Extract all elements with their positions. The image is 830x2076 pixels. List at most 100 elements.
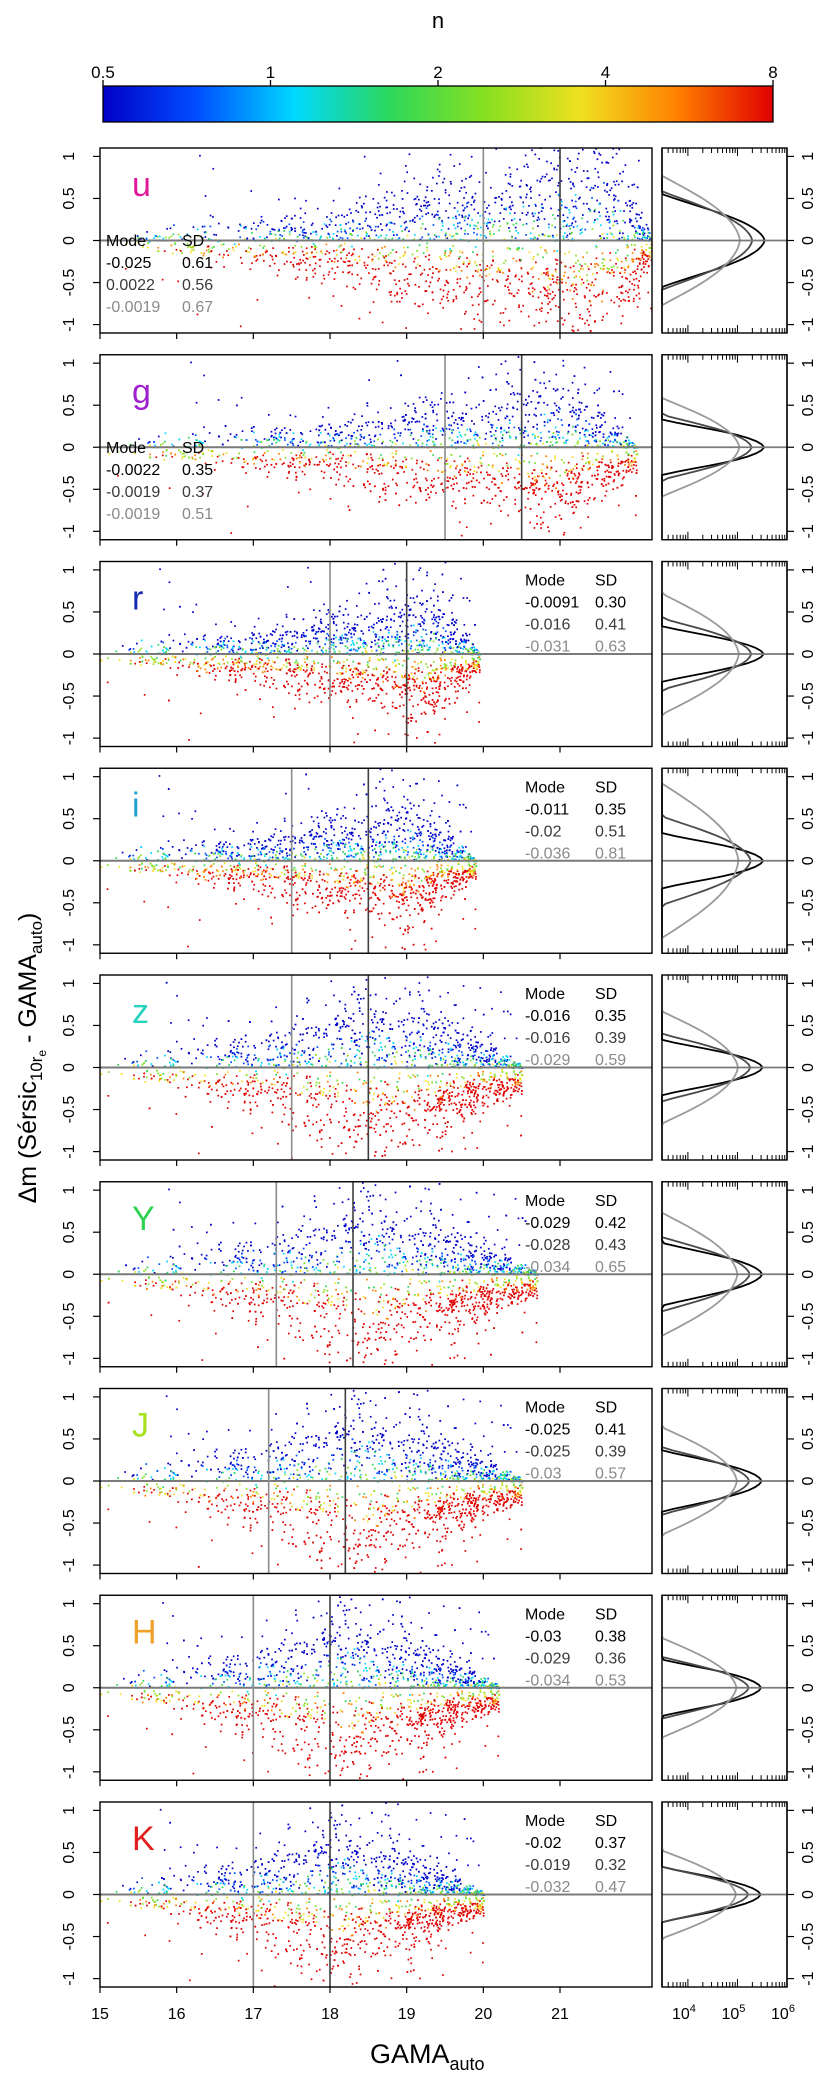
scatter-point (139, 657, 141, 659)
scatter-point (638, 213, 640, 216)
scatter-point (208, 648, 211, 651)
scatter-point (423, 468, 425, 471)
scatter-point (421, 303, 424, 306)
scatter-point (507, 478, 510, 481)
scatter-point (377, 438, 379, 441)
scatter-point (362, 437, 365, 439)
scatter-point (509, 183, 511, 186)
scatter-point (456, 440, 459, 443)
scatter-point (442, 647, 445, 649)
scatter-point (363, 640, 365, 642)
scatter-point (306, 258, 309, 260)
scatter-point (623, 476, 625, 479)
scatter-point (318, 461, 321, 463)
scatter-point (637, 256, 639, 259)
scatter-point (518, 304, 520, 307)
scatter-point (473, 470, 476, 472)
scatter-point (319, 680, 321, 682)
scatter-point (479, 215, 481, 217)
scatter-point (428, 258, 430, 261)
scatter-point (202, 492, 205, 495)
scatter-point (293, 437, 295, 440)
scatter-point (499, 440, 501, 443)
scatter-point (334, 272, 337, 274)
scatter-point (226, 646, 229, 649)
scatter-point (359, 438, 362, 441)
scatter-point (503, 324, 505, 327)
scatter-point (458, 257, 460, 260)
scatter-point (262, 247, 265, 249)
scatter-point (349, 444, 351, 447)
scatter-point (559, 496, 561, 498)
scatter-point (532, 215, 535, 217)
scatter-point (465, 177, 467, 180)
scatter-point (466, 257, 468, 259)
scatter-point (632, 300, 635, 303)
scatter-point (150, 655, 153, 658)
scatter-point (586, 481, 589, 484)
scatter-point (498, 470, 500, 472)
scatter-point (535, 261, 537, 264)
scatter-point (568, 177, 570, 180)
scatter-point (347, 699, 350, 702)
scatter-point (627, 185, 630, 188)
scatter-point (633, 278, 635, 281)
scatter-point (502, 312, 505, 314)
scatter-point (417, 445, 419, 447)
scatter-point (627, 453, 630, 456)
scatter-point (373, 623, 375, 626)
scatter-point (530, 443, 532, 445)
scatter-point (425, 663, 427, 665)
scatter-point (544, 288, 546, 290)
scatter-point (453, 483, 455, 485)
scatter-point (246, 505, 249, 508)
scatter-point (228, 669, 231, 672)
scatter-point (576, 424, 579, 426)
scatter-point (371, 444, 373, 447)
scatter-point (405, 458, 408, 461)
scatter-point (455, 467, 457, 470)
scatter-point (509, 196, 511, 199)
scatter-point (385, 255, 387, 257)
scatter-point (400, 696, 403, 699)
scatter-point (433, 614, 435, 616)
scatter-point (295, 476, 298, 479)
scatter-point (403, 246, 405, 249)
scatter-point (572, 406, 574, 409)
scatter-point (300, 262, 302, 264)
scatter-point (530, 268, 533, 270)
scatter-point (612, 148, 615, 150)
scatter-point (253, 222, 255, 224)
scatter-point (507, 473, 510, 476)
scatter-point (202, 254, 205, 257)
scatter-point (528, 475, 530, 478)
scatter-point (471, 218, 473, 221)
scatter-point (440, 671, 442, 674)
scatter-point (299, 258, 301, 261)
scatter-point (571, 415, 573, 418)
scatter-point (541, 463, 544, 465)
scatter-point (505, 190, 508, 192)
scatter-point (441, 427, 444, 430)
scatter-point (444, 667, 447, 669)
scatter-point (617, 427, 620, 430)
scatter-point (582, 214, 584, 216)
scatter-point (412, 403, 415, 405)
scatter-point (204, 462, 207, 465)
scatter-point (171, 252, 174, 255)
scatter-point (169, 647, 171, 649)
scatter-point (213, 233, 215, 236)
scatter-point (415, 411, 417, 414)
scatter-point (413, 260, 415, 263)
scatter-point (372, 421, 374, 424)
scatter-point (633, 284, 636, 287)
scatter-point (249, 660, 251, 663)
scatter-point (416, 481, 419, 484)
scatter-point (317, 442, 320, 444)
scatter-point (536, 427, 538, 430)
scatter-point (313, 246, 316, 249)
scatter-point (239, 256, 242, 259)
scatter-point (355, 437, 358, 439)
scatter-point (140, 647, 143, 650)
